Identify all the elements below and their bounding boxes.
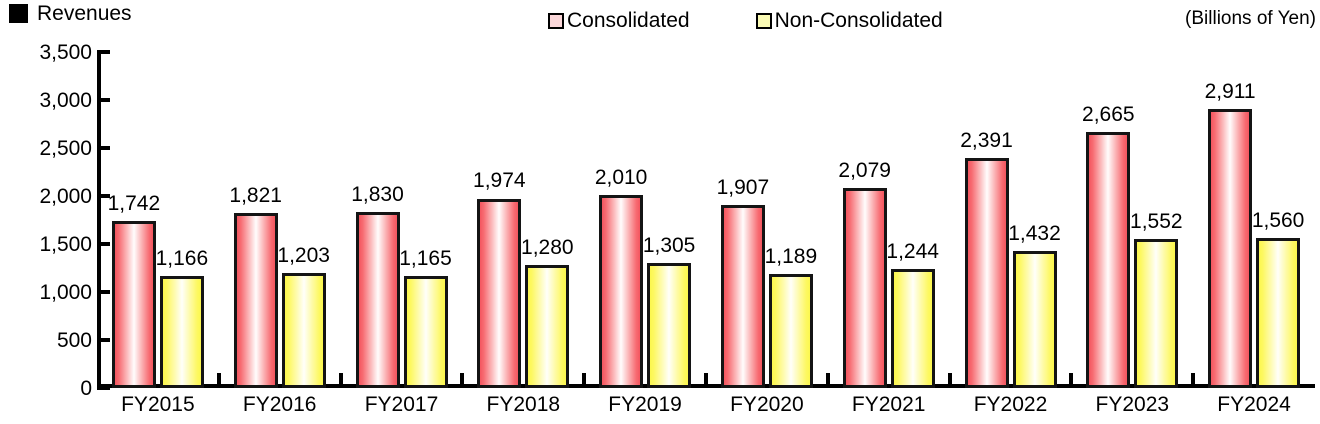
x-axis-line <box>97 384 1315 388</box>
x-axis-tick-mark <box>704 373 708 385</box>
y-axis-tick-label: 500 <box>56 329 92 352</box>
x-axis-tick-mark <box>1069 373 1074 385</box>
y-axis-tick-label: 1,500 <box>39 233 92 256</box>
legend-swatch-icon <box>548 12 564 29</box>
y-axis-tick-label: 0 <box>80 377 92 400</box>
y-axis-tick-label: 3,500 <box>39 41 92 64</box>
y-axis-line <box>97 50 101 388</box>
black-square-bullet-icon <box>9 4 28 23</box>
bar-value-label: 1,280 <box>521 236 574 260</box>
units-label: (Billions of Yen) <box>1185 8 1316 29</box>
y-axis-tick-mark <box>97 338 110 342</box>
bar-value-label: 1,560 <box>1251 209 1305 233</box>
x-axis-category-label: FY2019 <box>608 393 682 416</box>
bar-non-consolidated-fy2019 <box>647 262 692 388</box>
bar-consolidated-fy2019 <box>599 195 644 388</box>
legend-swatch-icon <box>755 12 772 29</box>
bar-non-consolidated-fy2017 <box>403 276 448 388</box>
chart-legend: Consolidated Non-Consolidated <box>548 10 943 31</box>
x-axis-tick-mark <box>825 373 830 385</box>
bar-value-label: 2,079 <box>838 159 891 183</box>
x-axis-tick-mark <box>947 373 952 385</box>
x-axis-tick-mark <box>582 373 587 385</box>
bar-value-label: 2,010 <box>594 166 648 190</box>
y-axis-tick-mark <box>97 242 110 246</box>
legend-item: Non-Consolidated <box>755 9 943 32</box>
bar-value-label: 2,391 <box>960 129 1013 153</box>
y-axis-tick-mark <box>97 98 110 102</box>
x-axis-category-label: FY2022 <box>973 393 1048 416</box>
bar-consolidated-fy2017 <box>355 212 400 388</box>
x-axis-tick-mark <box>216 373 221 385</box>
bar-consolidated-fy2023 <box>1086 132 1131 388</box>
bar-non-consolidated-fy2023 <box>1134 239 1179 388</box>
legend-item-label: Non-Consolidated <box>774 9 943 32</box>
bar-value-label: 1,974 <box>473 169 526 193</box>
y-axis-tick-mark <box>97 386 110 390</box>
x-axis-category-label: FY2021 <box>851 393 926 416</box>
x-axis-category-label: FY2016 <box>242 393 317 416</box>
bar-non-consolidated-fy2018 <box>525 265 570 388</box>
bar-non-consolidated-fy2015 <box>159 276 204 388</box>
legend-item-label: Consolidated <box>567 9 690 32</box>
x-axis-category-label: FY2015 <box>121 393 195 416</box>
x-axis-category-label: FY2018 <box>486 393 561 416</box>
bar-consolidated-fy2018 <box>477 198 522 388</box>
chart-plot-area: 0 500 1,000 1,500 2,000 2,500 3,000 3,500 1,742 1… <box>0 36 1320 424</box>
x-axis-tick-mark <box>1191 373 1196 385</box>
y-axis-tick-mark <box>97 50 110 54</box>
page-title: Revenues <box>37 2 132 25</box>
bar-value-label: 1,552 <box>1130 210 1183 233</box>
bar-value-label: 2,665 <box>1082 103 1135 127</box>
bar-non-consolidated-fy2020 <box>768 273 813 388</box>
bar-value-label: 1,907 <box>716 175 770 199</box>
x-axis-category-label: FY2020 <box>730 393 804 416</box>
x-axis-category-label: FY2024 <box>1217 393 1291 416</box>
x-axis-tick-mark <box>338 373 343 385</box>
bar-value-label: 1,830 <box>351 183 404 207</box>
y-axis-tick-label: 2,000 <box>39 185 92 208</box>
y-axis-tick-label: 2,500 <box>39 137 92 160</box>
bar-non-consolidated-fy2016 <box>281 272 326 388</box>
bar-non-consolidated-fy2024 <box>1256 238 1301 388</box>
y-axis-tick-mark <box>97 290 110 294</box>
bar-consolidated-fy2021 <box>842 188 887 388</box>
bar-value-label: 1,742 <box>107 191 161 215</box>
y-axis-tick-label: 1,000 <box>39 281 92 304</box>
bar-consolidated-fy2016 <box>233 213 278 388</box>
x-axis-category-label: FY2023 <box>1095 393 1170 416</box>
y-axis-tick-mark <box>97 146 110 150</box>
bar-value-label: 1,244 <box>886 239 939 263</box>
bar-consolidated-fy2020 <box>720 204 765 388</box>
bar-value-label: 2,911 <box>1204 79 1256 103</box>
bar-value-label: 1,189 <box>764 244 818 268</box>
bar-value-label: 1,165 <box>399 247 452 271</box>
x-axis-category-label: FY2017 <box>364 393 439 416</box>
bar-non-consolidated-fy2022 <box>1012 250 1057 388</box>
x-axis-tick-mark <box>460 373 465 385</box>
bar-value-label: 1,305 <box>642 233 696 257</box>
bar-value-label: 1,203 <box>277 243 330 267</box>
chart-title-block: Revenues <box>9 3 132 24</box>
bar-consolidated-fy2024 <box>1208 108 1253 388</box>
bar-consolidated-fy2022 <box>964 158 1009 388</box>
bar-consolidated-fy2015 <box>111 220 156 388</box>
legend-item: Consolidated <box>548 10 690 31</box>
chart-header: Revenues Consolidated Non-Consolidated (B… <box>0 0 1320 36</box>
bar-value-label: 1,821 <box>229 184 282 208</box>
bar-value-label: 1,166 <box>155 247 209 271</box>
y-axis-tick-mark <box>97 194 110 198</box>
y-axis-tick-label: 3,000 <box>39 89 92 112</box>
bar-non-consolidated-fy2021 <box>890 268 935 388</box>
bar-value-label: 1,432 <box>1008 221 1061 245</box>
